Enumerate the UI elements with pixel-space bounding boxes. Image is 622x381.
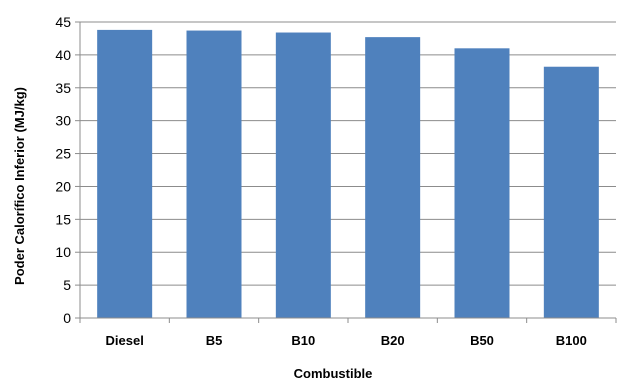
y-tick-label: 40 <box>55 47 71 63</box>
y-tick-labels: 0 5 10 15 20 25 30 35 40 45 <box>55 14 71 326</box>
axes <box>75 21 617 323</box>
bar-b50 <box>454 48 510 319</box>
y-tick-label: 30 <box>55 113 71 129</box>
y-tick-label: 35 <box>55 80 71 96</box>
x-tick-label: B50 <box>470 333 494 348</box>
y-axis-title: Poder Calorífico Inferior (MJ/kg) <box>12 87 27 285</box>
y-tick-label: 45 <box>55 14 71 30</box>
y-tick-label: 15 <box>55 211 71 227</box>
x-tick-label: Diesel <box>106 333 144 348</box>
y-tick-label: 5 <box>63 277 71 293</box>
gridlines <box>80 21 616 286</box>
y-tick-label: 0 <box>63 310 71 326</box>
y-tick-label: 10 <box>55 244 71 260</box>
bar-b20 <box>365 37 421 319</box>
y-tick-label: 25 <box>55 146 71 162</box>
bar-diesel <box>97 29 153 318</box>
x-tick-label: B10 <box>291 333 315 348</box>
x-tick-label: B5 <box>206 333 223 348</box>
bar-b100 <box>543 66 599 319</box>
x-tick-label: B20 <box>381 333 405 348</box>
bars <box>97 29 599 319</box>
bar-b10 <box>275 32 331 318</box>
y-tick-label: 20 <box>55 178 71 194</box>
x-axis-title: Combustible <box>294 366 373 381</box>
x-tick-label: B100 <box>556 333 587 348</box>
x-tick-labels: Diesel B5 B10 B20 B50 B100 <box>106 333 587 348</box>
bar-b5 <box>186 30 242 318</box>
